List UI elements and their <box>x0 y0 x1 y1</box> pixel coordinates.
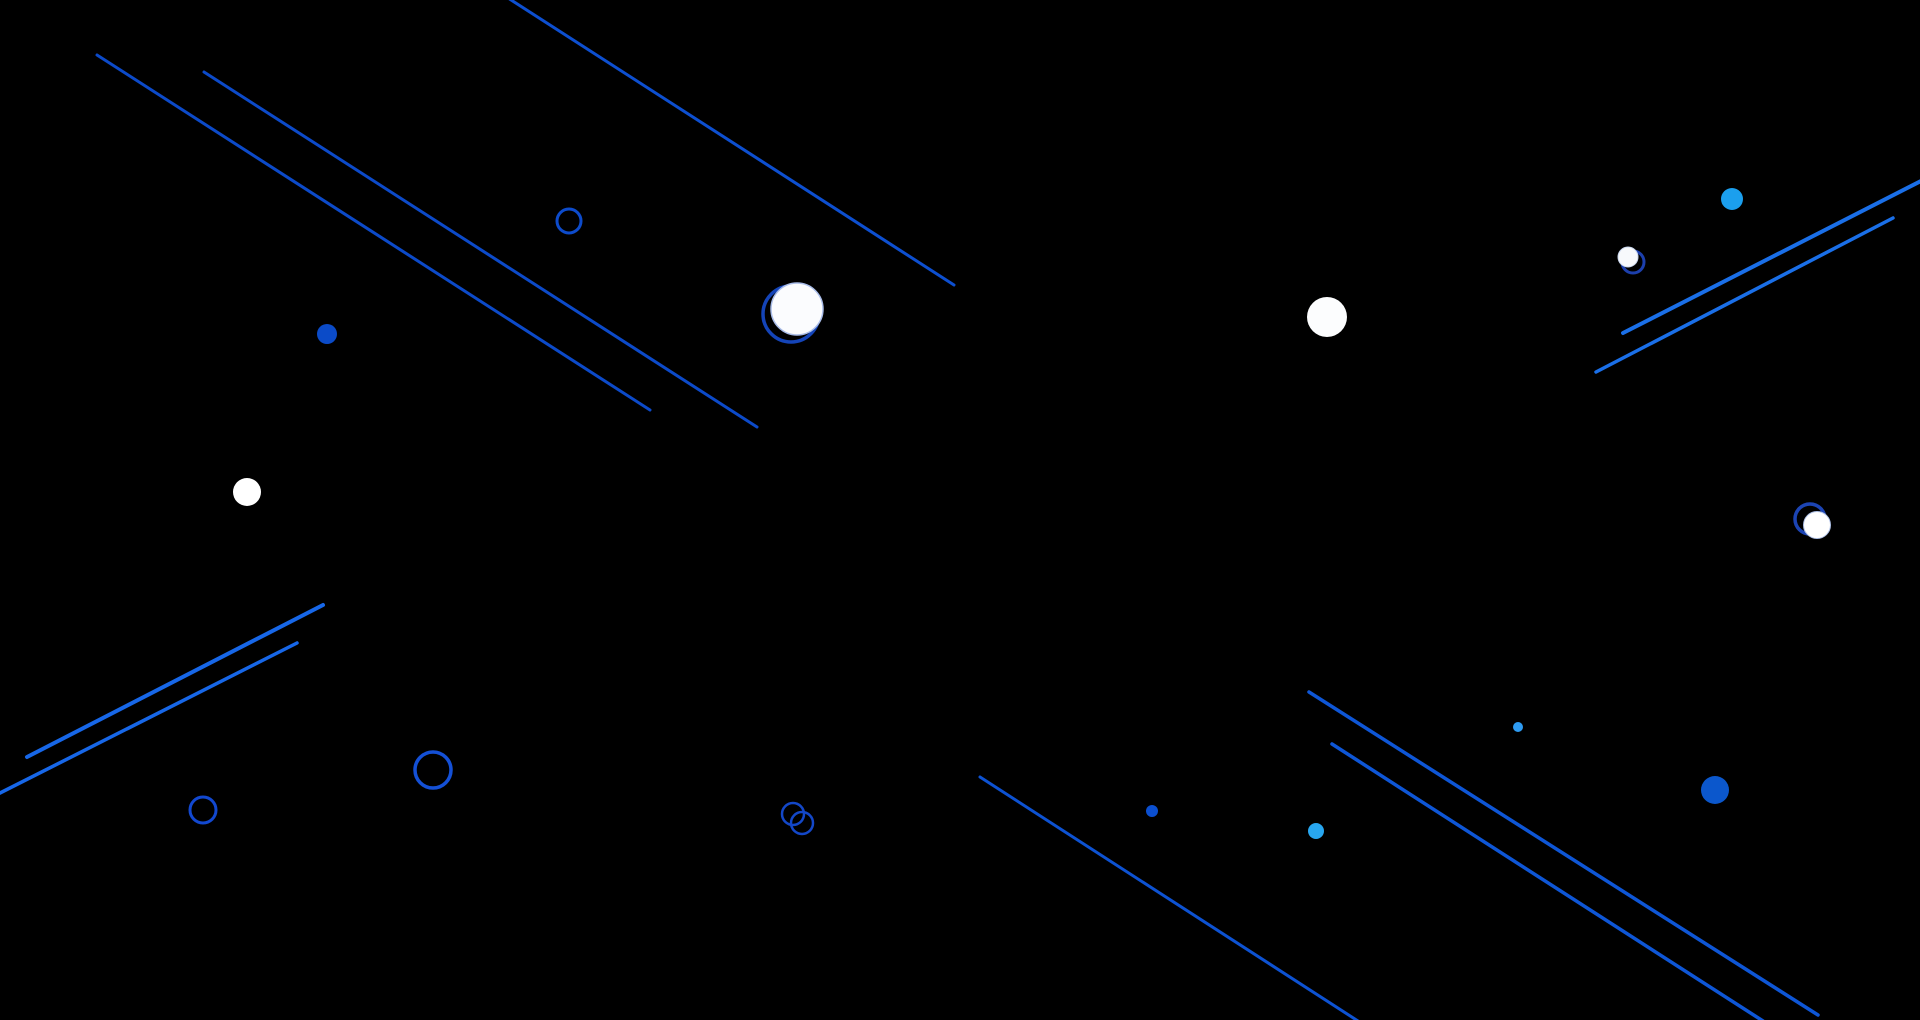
line-topleft-upper <box>95 53 652 412</box>
ring-bottomleft-large <box>413 750 453 790</box>
line-bottomleft-lower <box>0 641 299 795</box>
line-bottommiddle <box>978 775 1360 1020</box>
ring-bottomleft-small <box>188 795 218 825</box>
line-topright-lower <box>1594 216 1895 374</box>
dot-bottommiddle-royal <box>1146 805 1158 817</box>
ring-topleft <box>555 207 583 235</box>
line-bottomright-upper <box>1307 690 1820 1017</box>
line-topleft-lower <box>202 70 759 429</box>
dot-bottomright-azure <box>1308 823 1324 839</box>
dot-topleft-royal <box>317 324 337 344</box>
orb-topmiddle-disc <box>770 282 824 336</box>
disc-midleft <box>233 478 261 506</box>
line-bottomleft-upper <box>25 603 325 759</box>
orb-topright-small-disc <box>1617 246 1639 268</box>
ring-bottommiddle-2 <box>789 810 815 836</box>
line-topmiddle <box>508 0 956 287</box>
disc-topright <box>1307 297 1347 337</box>
dot-bottomright-azure-small <box>1513 722 1523 732</box>
dot-bottomright-royal <box>1701 776 1729 804</box>
line-bottomright-lower <box>1330 742 1765 1020</box>
ring-bottommiddle-1 <box>780 801 806 827</box>
line-topright-upper <box>1621 179 1920 335</box>
orb-right-middle-disc <box>1803 511 1831 539</box>
dot-topright-azure <box>1721 188 1743 210</box>
